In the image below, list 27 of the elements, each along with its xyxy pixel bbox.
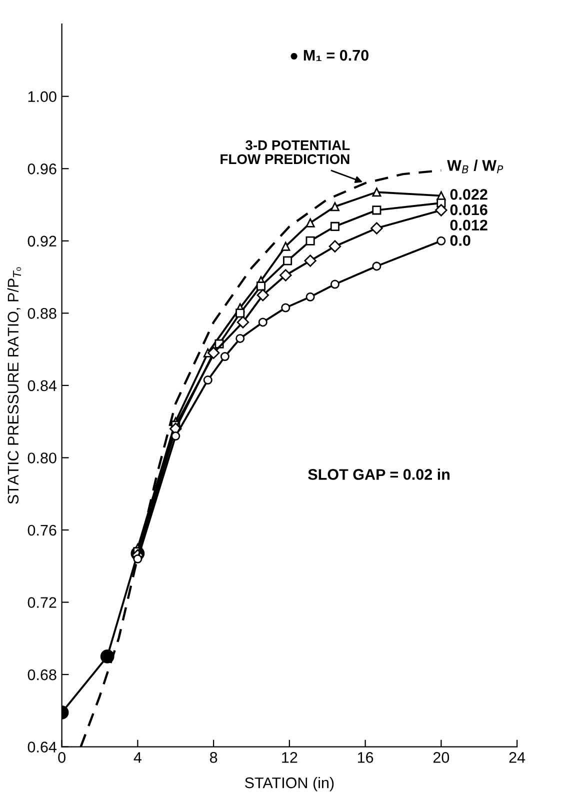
y-tick-label: 0.76 bbox=[28, 524, 56, 536]
series-label: 0.022 bbox=[450, 189, 488, 200]
y-tick-label: 0.96 bbox=[28, 164, 56, 174]
x-tick-label: 4 bbox=[134, 752, 142, 763]
legend-title: W$_{B}$ / W$_{P}$ bbox=[447, 160, 504, 174]
series-label: 0.0 bbox=[450, 235, 470, 246]
y-tick-label: 0.88 bbox=[28, 308, 56, 319]
x-tick-label: 0 bbox=[58, 752, 66, 763]
x-tick-label: 20 bbox=[433, 752, 450, 763]
x-tick-label: 24 bbox=[509, 752, 526, 763]
y-tick-label: 0.64 bbox=[28, 742, 57, 752]
annotation: ● M₁ = 0.70 bbox=[290, 50, 368, 62]
series-label: 0.016 bbox=[450, 204, 488, 216]
x-tick-label: 8 bbox=[210, 752, 218, 763]
x-tick-label: 12 bbox=[282, 752, 298, 763]
series-label: 0.012 bbox=[450, 220, 488, 231]
series-label: 3-D POTENTIAL FLOW PREDICTION bbox=[220, 140, 350, 164]
y-tick-label: 0.92 bbox=[28, 236, 56, 247]
annotation: SLOT GAP = 0.02 in bbox=[308, 468, 450, 480]
x-axis-title: STATION (in) bbox=[244, 777, 334, 792]
x-tick-label: 16 bbox=[358, 752, 374, 763]
y-tick-label: 0.68 bbox=[28, 669, 56, 680]
y-tick-label: 0.80 bbox=[28, 452, 56, 464]
y-tick-label: 0.72 bbox=[28, 597, 56, 608]
y-tick-label: 1.00 bbox=[28, 91, 56, 102]
y-axis-title: STATIC PRESSURE RATIO, P/P$_{T₀}$ bbox=[7, 267, 22, 504]
y-tick-label: 0.84 bbox=[28, 380, 57, 392]
